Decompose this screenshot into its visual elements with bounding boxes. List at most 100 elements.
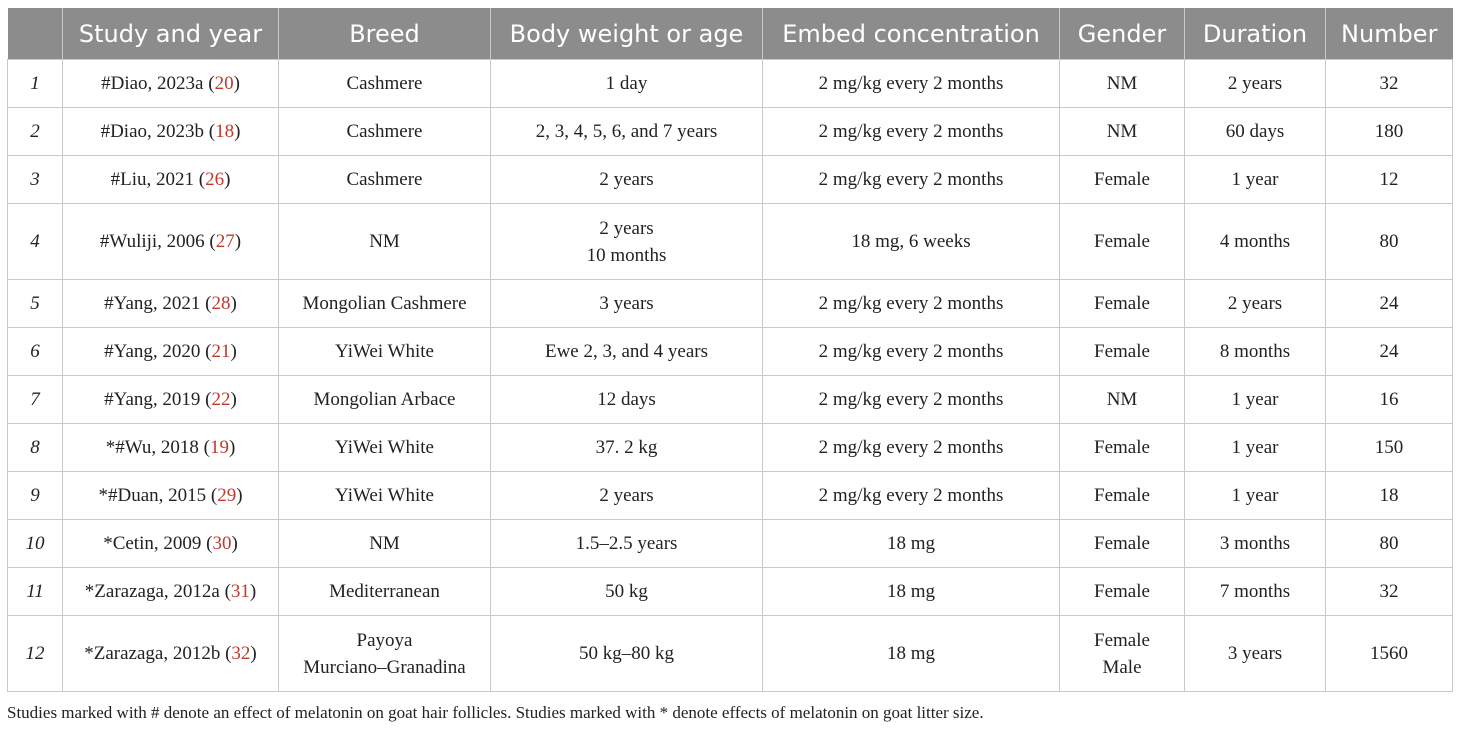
duration-cell: 3 years: [1184, 615, 1326, 692]
gender-line: Female: [1094, 629, 1150, 651]
table-body: 1 #Diao, 2023a (20) Cashmere 1 day 2 mg/kg e…: [7, 59, 1453, 692]
study-cell: #Diao, 2023b (18): [62, 107, 279, 156]
gender-cell: Female: [1059, 279, 1185, 328]
study-name: #Diao, 2023b (: [100, 121, 216, 142]
concentration-cell: 2 mg/kg every 2 months: [762, 107, 1060, 156]
header-embed-concentration: Embed concentration: [762, 8, 1060, 60]
number: 32: [1379, 581, 1399, 602]
body-weight-age-line: Ewe 2, 3, and 4 years: [544, 341, 709, 362]
number-cell: 32: [1325, 59, 1453, 108]
study-paren: ): [224, 169, 231, 190]
reference-link[interactable]: 22: [211, 389, 231, 410]
number-cell: 16: [1325, 375, 1453, 424]
gender-cell: Female: [1059, 155, 1185, 204]
breed-line: Mongolian Cashmere: [302, 293, 467, 314]
table-footnote: Studies marked with # denote an effect o…: [7, 703, 984, 722]
duration-cell: 7 months: [1184, 567, 1326, 616]
study-name: *Zarazaga, 2012b (: [84, 643, 232, 664]
number-cell: 80: [1325, 203, 1453, 280]
table-row: 6 #Yang, 2020 (21) YiWei White Ewe 2, 3, an…: [7, 327, 1453, 376]
reference-link[interactable]: 20: [214, 73, 234, 94]
breed-cell: YiWei White: [278, 471, 491, 520]
table-row: 1 #Diao, 2023a (20) Cashmere 1 day 2 mg/kg e…: [7, 59, 1453, 108]
gender-line: Female: [1094, 533, 1150, 554]
study-paren: ): [234, 121, 241, 142]
study-paren: ): [230, 341, 237, 362]
reference-link[interactable]: 21: [211, 341, 231, 362]
gender-cell: Female: [1059, 203, 1185, 280]
duration-cell: 1 year: [1184, 155, 1326, 204]
row-index: 8: [30, 437, 40, 458]
row-index-cell: 3: [7, 155, 63, 204]
row-index-cell: 11: [7, 567, 63, 616]
data-table-container: Study and year Breed Body weight or age …: [7, 8, 1453, 692]
concentration-cell: 2 mg/kg every 2 months: [762, 327, 1060, 376]
row-index: 3: [30, 169, 40, 190]
gender-line: Female: [1094, 293, 1150, 314]
row-index: 7: [30, 389, 40, 410]
number-cell: 24: [1325, 279, 1453, 328]
gender-cell: Female: [1059, 519, 1185, 568]
embed-concentration: 2 mg/kg every 2 months: [818, 389, 1004, 410]
reference-link[interactable]: 32: [231, 643, 251, 664]
breed-line: Cashmere: [346, 169, 423, 190]
number-cell: 1560: [1325, 615, 1453, 692]
header-duration: Duration: [1184, 8, 1326, 60]
study-cell: *#Duan, 2015 (29): [62, 471, 279, 520]
gender-line: NM: [1106, 121, 1138, 142]
concentration-cell: 18 mg: [762, 519, 1060, 568]
table-row: 4 #Wuliji, 2006 (27) NM 2 years 10 months 18 …: [7, 203, 1453, 280]
reference-link[interactable]: 29: [217, 485, 237, 506]
reference-link[interactable]: 27: [215, 231, 235, 252]
number-cell: 12: [1325, 155, 1453, 204]
study-name: #Yang, 2020 (: [104, 341, 212, 362]
row-index: 10: [25, 533, 45, 554]
breed-line: NM: [369, 231, 400, 252]
breed-cell: Mongolian Arbace: [278, 375, 491, 424]
embed-concentration: 2 mg/kg every 2 months: [818, 293, 1004, 314]
breed-line: Murciano–Granadina: [303, 656, 466, 678]
number: 180: [1374, 121, 1404, 142]
number: 80: [1379, 231, 1399, 252]
number: 24: [1379, 341, 1399, 362]
gender-line: Female: [1094, 231, 1150, 252]
number: 12: [1379, 169, 1399, 190]
duration-cell: 1 year: [1184, 375, 1326, 424]
table-header-row: Study and year Breed Body weight or age …: [7, 8, 1453, 60]
age-cell: Ewe 2, 3, and 4 years: [490, 327, 763, 376]
embed-concentration: 2 mg/kg every 2 months: [818, 121, 1004, 142]
duration: 4 months: [1219, 231, 1291, 252]
breed-cell: Mediterranean: [278, 567, 491, 616]
embed-concentration: 2 mg/kg every 2 months: [818, 437, 1004, 458]
gender-line: NM: [1106, 73, 1138, 94]
study-cell: #Yang, 2021 (28): [62, 279, 279, 328]
reference-link[interactable]: 26: [205, 169, 225, 190]
number-cell: 180: [1325, 107, 1453, 156]
reference-link[interactable]: 18: [215, 121, 235, 142]
header-study: Study and year: [62, 8, 279, 60]
age-cell: 50 kg–80 kg: [490, 615, 763, 692]
study-name: #Wuliji, 2006 (: [99, 231, 216, 252]
row-index: 9: [30, 485, 40, 506]
study-name: #Diao, 2023a (: [101, 73, 215, 94]
row-index-cell: 8: [7, 423, 63, 472]
body-weight-age-line: 37. 2 kg: [595, 437, 658, 458]
gender-line: Female: [1094, 437, 1150, 458]
row-index: 12: [25, 643, 45, 664]
reference-link[interactable]: 31: [230, 581, 250, 602]
reference-link[interactable]: 28: [211, 293, 231, 314]
study-cell: *#Wu, 2018 (19): [62, 423, 279, 472]
study-name: #Yang, 2021 (: [104, 293, 212, 314]
body-weight-age-line: 2 years: [599, 485, 654, 506]
study-cell: *Zarazaga, 2012b (32): [62, 615, 279, 692]
table-row: 3 #Liu, 2021 (26) Cashmere 2 years 2 mg/kg e…: [7, 155, 1453, 204]
row-index: 11: [26, 581, 44, 602]
study-name: *#Wu, 2018 (: [105, 437, 210, 458]
concentration-cell: 18 mg: [762, 567, 1060, 616]
reference-link[interactable]: 30: [212, 533, 232, 554]
gender-cell: Female Male: [1059, 615, 1185, 692]
reference-link[interactable]: 19: [209, 437, 229, 458]
gender-line: Female: [1094, 581, 1150, 602]
concentration-cell: 2 mg/kg every 2 months: [762, 59, 1060, 108]
breed-cell: Cashmere: [278, 107, 491, 156]
